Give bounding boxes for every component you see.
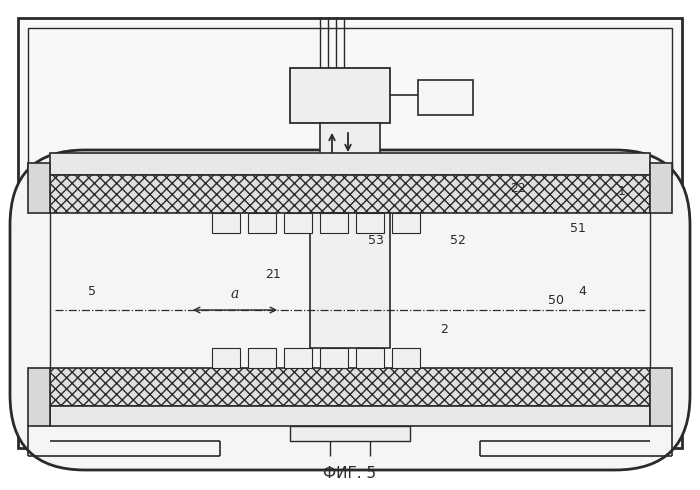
Text: ФИГ. 5: ФИГ. 5 [323,466,377,481]
Bar [248,213,276,233]
Bar [290,68,390,123]
Text: 22: 22 [510,182,526,195]
Bar [28,163,50,213]
Text: 53: 53 [368,234,384,247]
Bar [392,348,420,368]
Bar [310,213,390,348]
Bar [50,406,650,426]
Bar [80,418,230,470]
Bar [418,80,473,115]
Bar [284,348,312,368]
Text: 4: 4 [578,285,586,298]
Text: a: a [231,287,239,301]
Bar [248,348,276,368]
Bar [50,368,650,406]
Bar [28,368,50,426]
Bar [320,213,348,233]
Bar [356,348,384,368]
Bar [284,213,312,233]
Bar [320,348,348,368]
Bar [290,426,410,441]
Bar [212,348,240,368]
Text: 2: 2 [440,323,448,336]
Bar [212,213,240,233]
Text: 51: 51 [570,222,586,235]
Bar [350,418,500,470]
FancyBboxPatch shape [10,150,690,470]
Bar [650,163,672,213]
Bar [320,123,380,163]
Bar [50,153,650,175]
Bar [18,18,682,448]
Bar [356,213,384,233]
Text: 52: 52 [450,234,466,247]
Bar [28,28,672,438]
Bar [650,368,672,426]
Text: 5: 5 [88,285,96,298]
Text: 50: 50 [548,294,564,307]
Text: 1: 1 [618,185,626,198]
Bar [392,213,420,233]
Text: 21: 21 [265,268,281,281]
Bar [50,175,650,213]
